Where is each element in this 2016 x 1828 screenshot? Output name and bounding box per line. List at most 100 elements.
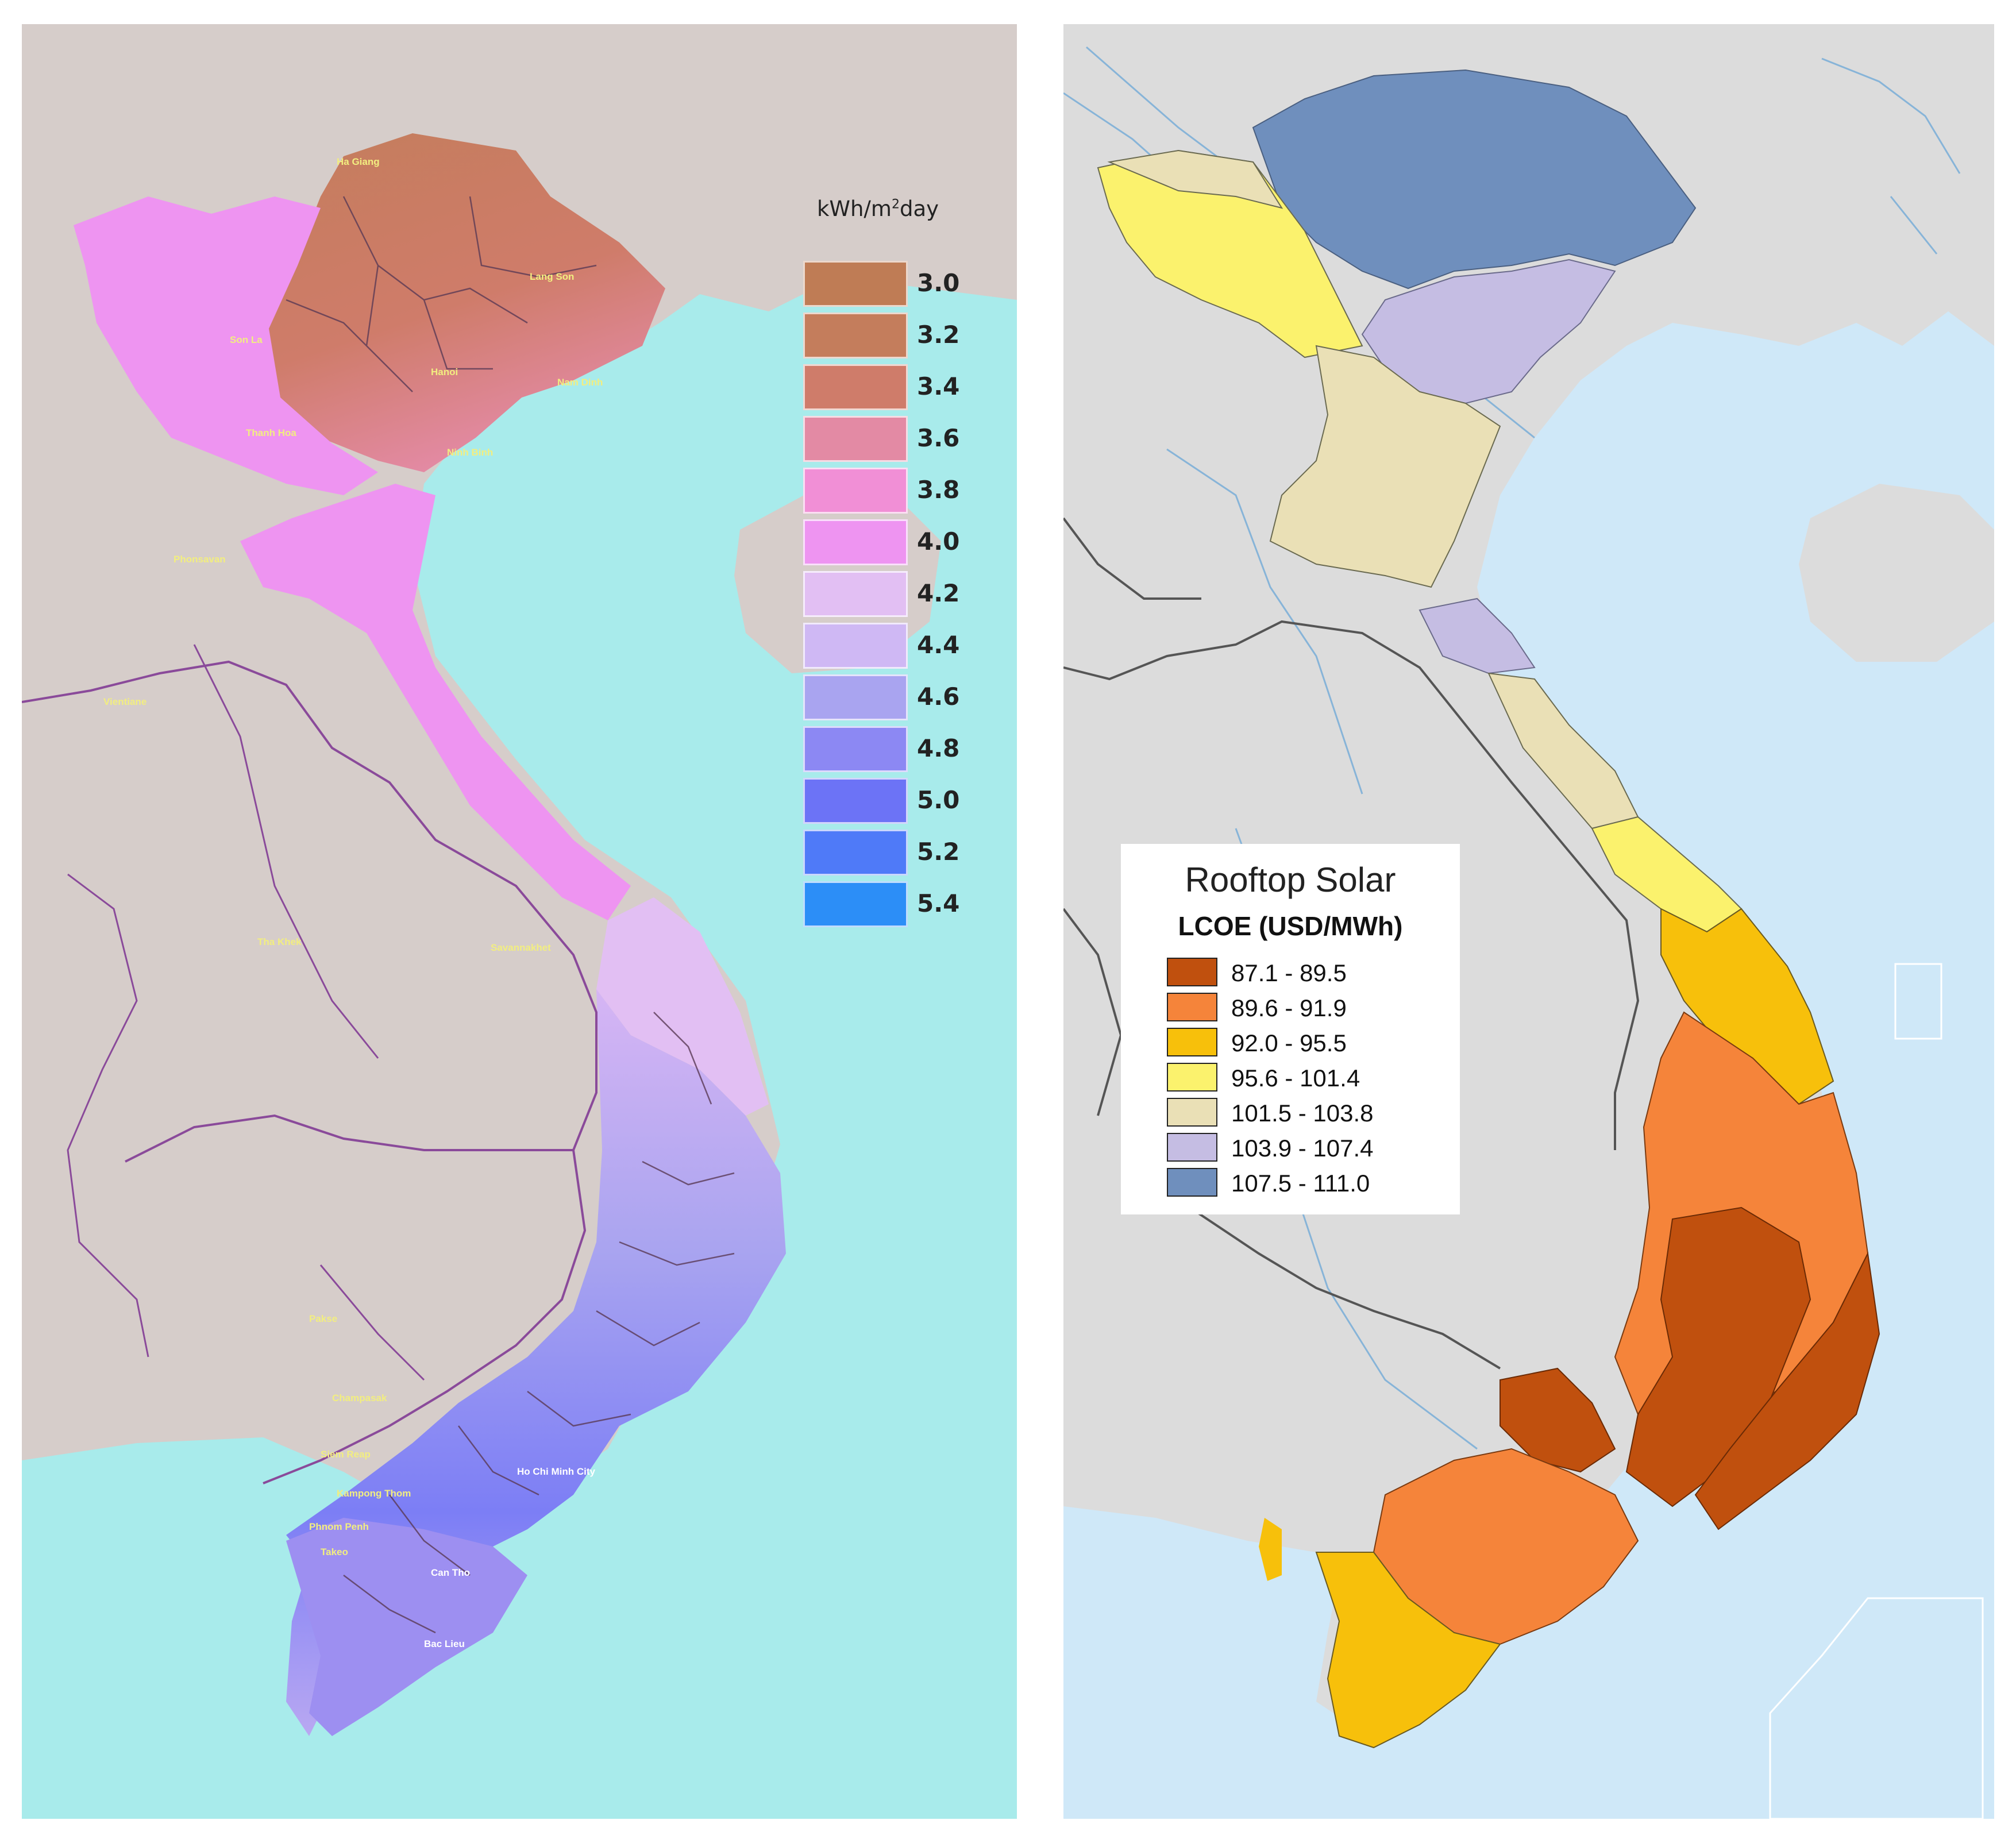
legend-label: 5.2: [917, 838, 960, 866]
legend-label: 3.4: [917, 372, 960, 400]
city-label-vientiane: Vientiane: [103, 696, 147, 707]
province-boundaries: [286, 196, 735, 1634]
legend-label: 4.8: [917, 734, 960, 762]
legend-swatch: [803, 830, 908, 876]
legend-swatch: [803, 881, 908, 927]
legend-swatch: [803, 313, 908, 358]
city-label-ho-chi-minh-city: Ho Chi Minh City: [517, 1466, 595, 1477]
irradiation-legend-item: 4.4: [803, 623, 1010, 669]
legend-label: 95.6 - 101.4: [1231, 1065, 1360, 1092]
irradiation-legend-item: 3.4: [803, 364, 1010, 410]
city-label-ha-giang: Ha Giang: [337, 156, 380, 167]
region-quang-binh: [1418, 597, 1536, 674]
city-label-lang-son: Lang Son: [530, 271, 575, 282]
city-label-champasak: Champasak: [332, 1393, 387, 1403]
lcoe-legend: Rooftop Solar LCOE (USD/MWh) 87.1 - 89.5…: [1121, 844, 1460, 1214]
region-south-central-coast: [1694, 1251, 1880, 1530]
city-label-phnom-penh: Phnom Penh: [309, 1521, 369, 1532]
legend-swatch: [803, 778, 908, 824]
irradiation-map-panel: Ha Giang Lang Son Son La Hanoi Nam Dinh …: [22, 24, 1017, 1819]
legend-label: 3.0: [917, 269, 960, 297]
paracel-inset: [1894, 963, 1942, 1040]
region-central: [596, 897, 769, 1116]
city-label-thanh-hoa: Thanh Hoa: [246, 427, 296, 438]
region-north-central: [240, 484, 631, 920]
irradiation-legend-title: kWh/m2day: [803, 196, 953, 221]
lcoe-legend-item: 101.5 - 103.8: [1167, 1098, 1443, 1128]
city-label-kampong-thom: Kampong Thom: [337, 1488, 411, 1499]
irradiation-legend-item: 4.6: [803, 674, 1010, 720]
lcoe-legend-item: 87.1 - 89.5: [1167, 958, 1443, 988]
legend-swatch: [1167, 958, 1217, 986]
city-label-nam-dinh: Nam Dinh: [557, 377, 603, 388]
lcoe-legend-item: 107.5 - 111.0: [1167, 1168, 1443, 1198]
sea-area: [22, 277, 1017, 1819]
legend-swatch: [803, 468, 908, 514]
lcoe-legend-item: 103.9 - 107.4: [1167, 1133, 1443, 1163]
legend-label: 3.6: [917, 424, 960, 452]
city-label-savannakhet: Savannakhet: [491, 942, 551, 953]
irradiation-legend-item: 3.0: [803, 261, 1010, 307]
legend-unit-suffix: day: [899, 196, 939, 221]
irradiation-legend-item: 5.0: [803, 778, 1010, 824]
legend-label: 103.9 - 107.4: [1231, 1135, 1374, 1162]
island-phu-quoc: [1259, 1518, 1282, 1581]
legend-label: 87.1 - 89.5: [1231, 959, 1347, 986]
cambodia-border: [125, 1114, 587, 1484]
irradiation-legend-item: 4.2: [803, 571, 1010, 617]
region-quang-nam: [1660, 908, 1834, 1105]
irradiation-legend-item: 4.8: [803, 726, 1010, 772]
legend-unit: kWh/m: [816, 196, 892, 221]
legend-swatch: [1167, 1028, 1217, 1056]
city-label-phonsavan: Phonsavan: [174, 554, 226, 565]
legend-swatch: [1167, 1133, 1217, 1162]
legend-label: 5.4: [917, 889, 960, 917]
city-label-tha-khek: Tha Khek: [257, 936, 302, 947]
legend-swatch: [803, 519, 908, 565]
legend-swatch: [1167, 1168, 1217, 1197]
legend-swatch: [803, 571, 908, 617]
legend-swatch: [803, 261, 908, 307]
legend-swatch: [803, 674, 908, 720]
region-northeast: [1252, 69, 1697, 290]
legend-swatch: [803, 726, 908, 772]
border-lines: [67, 644, 425, 1381]
city-label-can-tho: Can Tho: [431, 1567, 470, 1578]
spratly-inset: [1769, 1597, 1984, 1819]
region-northwest-top: [1107, 149, 1283, 209]
irradiation-legend-item: 3.8: [803, 468, 1010, 514]
legend-label: 4.6: [917, 682, 960, 711]
legend-swatch: [1167, 993, 1217, 1021]
region-northwest: [74, 196, 378, 495]
lcoe-map-panel: Rooftop Solar LCOE (USD/MWh) 87.1 - 89.5…: [1063, 24, 1994, 1819]
irradiation-legend-item: 5.2: [803, 830, 1010, 876]
lcoe-legend-item: 89.6 - 91.9: [1167, 993, 1443, 1023]
legend-swatch: [803, 416, 908, 462]
legend-label: 4.4: [917, 631, 960, 659]
laos-border: [22, 660, 598, 1151]
city-label-pakse: Pakse: [309, 1313, 338, 1324]
lcoe-legend-title: Rooftop Solar: [1185, 861, 1396, 899]
lcoe-legend-item: 92.0 - 95.5: [1167, 1028, 1443, 1058]
irradiation-map: [22, 133, 1017, 1819]
region-north-central: [1269, 345, 1501, 588]
city-label-takeo: Takeo: [321, 1547, 348, 1557]
legend-label: 107.5 - 111.0: [1231, 1170, 1370, 1197]
legend-swatch: [1167, 1063, 1217, 1092]
legend-label: 3.8: [917, 476, 960, 504]
city-label-bac-lieu: Bac Lieu: [424, 1638, 465, 1649]
legend-label: 4.0: [917, 527, 960, 556]
irradiation-legend-item: 5.4: [803, 881, 1010, 927]
region-tay-ninh: [1500, 1367, 1616, 1473]
legend-label: 3.2: [917, 321, 960, 349]
region-north: [263, 133, 665, 472]
legend-label: 92.0 - 95.5: [1231, 1029, 1347, 1056]
lcoe-legend-item: 95.6 - 101.4: [1167, 1063, 1443, 1093]
legend-label: 101.5 - 103.8: [1231, 1100, 1374, 1127]
region-mekong-south: [1315, 1552, 1501, 1749]
irradiation-legend-item: 4.0: [803, 519, 1010, 565]
legend-swatch: [1167, 1098, 1217, 1127]
irradiation-legend-item: 3.6: [803, 416, 1010, 462]
city-label-hanoi: Hanoi: [431, 367, 458, 377]
legend-swatch: [803, 623, 908, 669]
